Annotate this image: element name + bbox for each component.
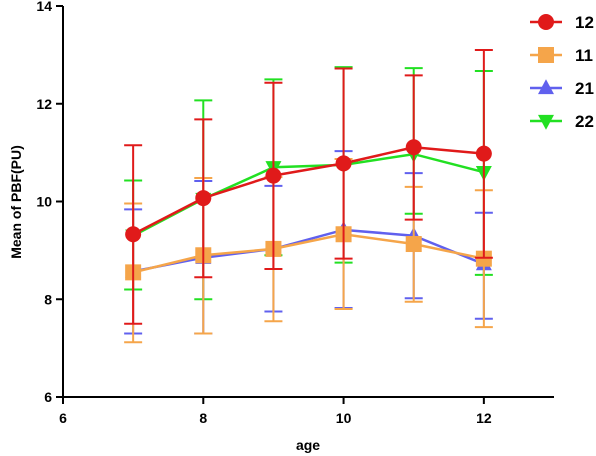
x-ticks: 6 8 10 12 bbox=[59, 397, 492, 426]
y-tick-label: 8 bbox=[44, 291, 52, 307]
legend-item-21: 21 bbox=[530, 79, 594, 98]
series-11 bbox=[124, 157, 493, 344]
x-tick-label: 8 bbox=[199, 410, 207, 426]
legend-item-12: 12 bbox=[530, 13, 594, 32]
data-point bbox=[475, 145, 492, 162]
series-22 bbox=[124, 66, 493, 301]
series-layer bbox=[124, 48, 493, 344]
x-tick-label: 6 bbox=[59, 410, 67, 426]
data-point bbox=[195, 190, 212, 207]
y-tick-label: 10 bbox=[36, 194, 52, 210]
series-line bbox=[132, 145, 484, 236]
legend-label: 11 bbox=[575, 46, 593, 65]
data-point bbox=[125, 226, 142, 243]
legend-marker bbox=[538, 79, 554, 95]
data-point bbox=[405, 139, 422, 156]
x-tick-label: 10 bbox=[336, 410, 352, 426]
legend-marker bbox=[538, 114, 554, 130]
x-tick-label: 12 bbox=[476, 410, 492, 426]
data-point bbox=[405, 236, 422, 253]
y-ticks: 6 8 10 12 14 bbox=[36, 0, 63, 405]
y-tick-label: 14 bbox=[36, 0, 52, 14]
series-line bbox=[132, 228, 485, 273]
x-axis-title: age bbox=[296, 437, 320, 453]
series-line bbox=[132, 232, 485, 274]
y-tick-label: 6 bbox=[44, 389, 52, 405]
legend-label: 12 bbox=[575, 13, 594, 32]
series-12 bbox=[124, 48, 493, 325]
legend-label: 22 bbox=[575, 112, 594, 131]
data-point bbox=[265, 167, 282, 184]
data-point bbox=[335, 155, 352, 172]
legend: 12 11 21 22 bbox=[530, 13, 594, 131]
legend-label: 21 bbox=[575, 79, 594, 98]
series-line bbox=[132, 152, 485, 237]
y-axis-title: Mean of PBF(PU) bbox=[8, 145, 24, 259]
legend-item-11: 11 bbox=[530, 46, 593, 65]
y-tick-label: 12 bbox=[36, 96, 52, 112]
plot-area: 6 8 10 12 6 8 10 12 14 bbox=[36, 0, 554, 426]
legend-item-22: 22 bbox=[530, 112, 594, 131]
legend-marker bbox=[538, 14, 554, 30]
legend-marker bbox=[538, 47, 554, 63]
